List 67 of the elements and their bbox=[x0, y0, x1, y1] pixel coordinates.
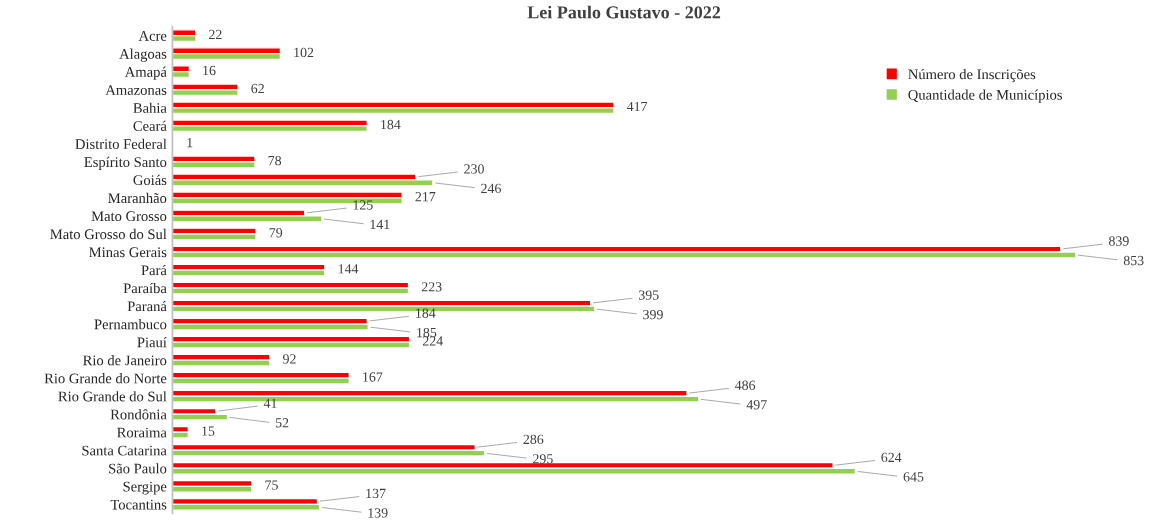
y-tick-label: Paraná bbox=[127, 300, 167, 312]
y-tick-label: Sergipe bbox=[123, 481, 167, 495]
data-label: 137 bbox=[366, 488, 386, 499]
y-tick-label: Minas Gerais bbox=[89, 247, 167, 258]
y-tick-label: Goiás bbox=[133, 174, 167, 186]
y-tick-label: Rio Grande do Sul bbox=[58, 391, 167, 402]
data-label: 92 bbox=[283, 354, 296, 364]
y-tick-label: Mato Grosso bbox=[91, 211, 167, 222]
y-tick-label: Pará bbox=[141, 264, 167, 276]
data-label: 417 bbox=[626, 101, 648, 112]
data-label: 223 bbox=[421, 282, 442, 292]
y-tick-label: Espírito Santo bbox=[84, 156, 167, 170]
data-label: 230 bbox=[464, 164, 484, 174]
data-label: 395 bbox=[638, 290, 659, 300]
data-label: 399 bbox=[643, 309, 663, 320]
data-label: 853 bbox=[1123, 255, 1144, 266]
y-tick-label: Ceará bbox=[133, 120, 167, 131]
data-label: 41 bbox=[263, 398, 277, 408]
y-tick-label: Pernambuco bbox=[94, 319, 167, 330]
data-label: 16 bbox=[203, 65, 216, 76]
y-tick-label: Acre bbox=[138, 31, 167, 41]
y-tick-label: Amazonas bbox=[105, 85, 167, 95]
data-label: 839 bbox=[1109, 236, 1129, 246]
y-tick-label: Roraima bbox=[117, 427, 167, 438]
data-label: 184 bbox=[416, 308, 436, 318]
data-label: 184 bbox=[381, 119, 401, 130]
data-label: 78 bbox=[268, 155, 282, 166]
y-tick-label: Tocantins bbox=[110, 499, 167, 510]
chart-title: Lei Paulo Gustavo - 2022 bbox=[527, 5, 721, 19]
y-tick-label: Maranhão bbox=[108, 192, 167, 204]
y-tick-label: Alagoas bbox=[119, 48, 167, 62]
y-tick-label: Piauí bbox=[137, 337, 167, 348]
data-label: 22 bbox=[209, 29, 222, 39]
y-tick-label: Bahia bbox=[133, 102, 167, 113]
y-tick-label: Santa Catarina bbox=[82, 445, 167, 456]
data-label: 224 bbox=[422, 336, 443, 346]
data-label: 139 bbox=[368, 508, 388, 518]
data-label: 1 bbox=[187, 137, 193, 148]
data-label: 102 bbox=[294, 47, 314, 58]
data-label: 141 bbox=[370, 219, 390, 229]
data-label: 185 bbox=[417, 327, 437, 338]
y-tick-label: São Paulo bbox=[109, 463, 167, 474]
data-label: 645 bbox=[903, 472, 924, 482]
data-label: 79 bbox=[269, 228, 283, 238]
y-tick-label: Amapá bbox=[124, 66, 167, 80]
data-label: 52 bbox=[275, 418, 289, 428]
data-label: 624 bbox=[881, 452, 902, 463]
data-label: 62 bbox=[251, 83, 264, 94]
data-label: 125 bbox=[353, 200, 373, 210]
data-label: 486 bbox=[734, 380, 756, 390]
data-label: 497 bbox=[746, 400, 767, 410]
data-label: 144 bbox=[338, 264, 359, 274]
legend-label: Número de Inscrições bbox=[908, 68, 1036, 83]
y-tick-label: Rio de Janeiro bbox=[83, 355, 167, 366]
data-label: 217 bbox=[415, 192, 436, 202]
y-tick-label: Rio Grande do Norte bbox=[44, 373, 167, 384]
data-label: 167 bbox=[363, 372, 383, 382]
data-label: 295 bbox=[533, 454, 553, 464]
y-tick-label: Rondônia bbox=[110, 409, 167, 420]
y-tick-label: Paraíba bbox=[123, 282, 167, 294]
data-label: 15 bbox=[202, 426, 215, 436]
y-tick-label: Mato Grosso do Sul bbox=[50, 228, 167, 240]
data-label: 286 bbox=[523, 434, 544, 445]
data-label: 246 bbox=[481, 183, 501, 194]
y-tick-label: Distrito Federal bbox=[75, 138, 167, 149]
data-label: 75 bbox=[265, 480, 278, 490]
legend-label: Quantidade de Municípios bbox=[908, 89, 1062, 103]
